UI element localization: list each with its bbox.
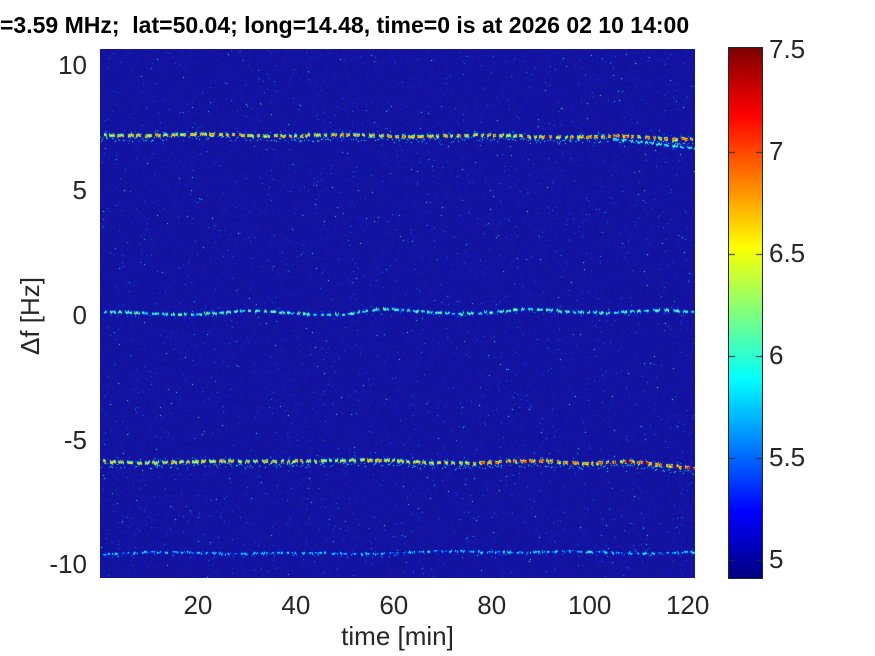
x-axis-label: time [min] <box>341 621 454 651</box>
colorbar-tick-label: 6.5 <box>769 237 806 268</box>
y-tick-label: -5 <box>63 424 87 455</box>
spectrogram-plot <box>100 49 695 578</box>
colorbar-tick-label: 5 <box>769 543 784 574</box>
plot-title: =3.59 MHz; lat=50.04; long=14.48, time=0… <box>0 12 690 38</box>
x-tick-label: 40 <box>281 590 311 620</box>
colorbar-tick-label: 7.5 <box>769 34 806 65</box>
x-tick-label: 20 <box>183 590 213 620</box>
x-tick-label: 120 <box>665 590 710 620</box>
y-tick-label: 5 <box>72 174 87 205</box>
colorbar <box>728 47 763 579</box>
x-tick-label: 60 <box>379 590 409 620</box>
colorbar-tick-label: 6 <box>769 339 784 370</box>
colorbar-tick-label: 7 <box>769 135 784 166</box>
colorbar-tick-label: 5.5 <box>769 441 806 472</box>
y-tick-label: 10 <box>58 50 87 81</box>
y-tick-label: -10 <box>49 549 87 580</box>
y-tick-label: 0 <box>72 299 87 330</box>
x-tick-label: 80 <box>477 590 507 620</box>
x-tick-label: 100 <box>568 590 612 620</box>
